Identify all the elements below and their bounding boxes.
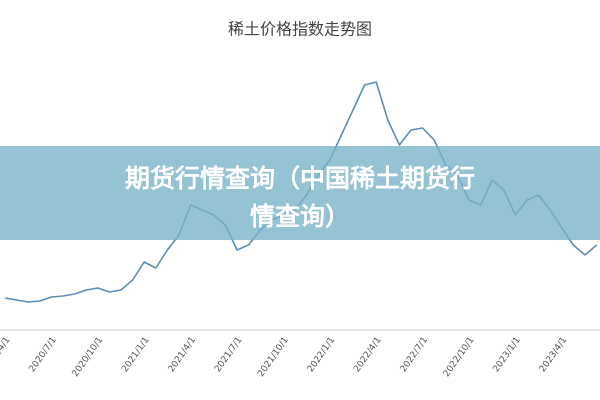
x-tick-label: 2021/4/1: [167, 335, 198, 374]
x-tick-label: 2022/4/1: [352, 335, 383, 374]
banner-line: 期货行情查询（中国稀土期货行: [125, 164, 475, 193]
x-tick-label: 2022/10/1: [442, 335, 477, 379]
x-tick-label: 2020/10/1: [71, 335, 106, 379]
x-tick-label: 2021/7/1: [213, 335, 244, 374]
chart-title: 稀土价格指数走势图: [228, 20, 372, 39]
x-tick-label: 2022/1/1: [306, 335, 337, 374]
x-tick-label: 2020/7/1: [28, 335, 59, 374]
x-tick-label: 2023/4/1: [538, 335, 569, 374]
banner-background: [0, 146, 600, 240]
x-tick-label: 2023/1/1: [492, 335, 523, 374]
x-tick-label: 2021/10/1: [256, 335, 291, 379]
x-tick-label: 2021/1/1: [120, 335, 151, 374]
banner-line: 情查询）: [250, 202, 350, 231]
x-tick-label: 2020/4/1: [0, 335, 13, 374]
x-tick-label: 2022/7/1: [399, 335, 430, 374]
